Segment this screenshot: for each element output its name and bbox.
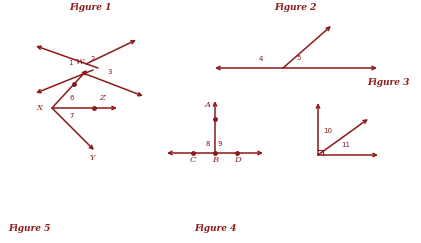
Text: Z: Z xyxy=(99,94,105,102)
Text: Figure 3: Figure 3 xyxy=(367,78,409,87)
Text: Figure 2: Figure 2 xyxy=(274,3,316,12)
Text: 10: 10 xyxy=(323,128,333,134)
Text: B: B xyxy=(212,156,218,164)
Text: A: A xyxy=(205,101,211,109)
Text: Figure 4: Figure 4 xyxy=(194,224,236,233)
Text: 9: 9 xyxy=(218,141,222,147)
Text: X: X xyxy=(37,104,43,112)
Text: 5: 5 xyxy=(297,55,301,61)
Text: Figure 5: Figure 5 xyxy=(8,224,51,233)
Text: W: W xyxy=(76,58,84,66)
Text: 8: 8 xyxy=(206,141,210,147)
Text: 7: 7 xyxy=(70,113,74,119)
Text: 1: 1 xyxy=(68,60,72,66)
Text: C: C xyxy=(190,156,196,164)
Text: D: D xyxy=(234,156,240,164)
Text: 3: 3 xyxy=(108,69,112,75)
Text: 2: 2 xyxy=(91,56,95,62)
Text: Figure 1: Figure 1 xyxy=(69,3,111,12)
Text: 11: 11 xyxy=(341,142,351,148)
Text: 6: 6 xyxy=(70,95,74,101)
Text: Y: Y xyxy=(89,154,95,162)
Text: 4: 4 xyxy=(259,56,263,62)
